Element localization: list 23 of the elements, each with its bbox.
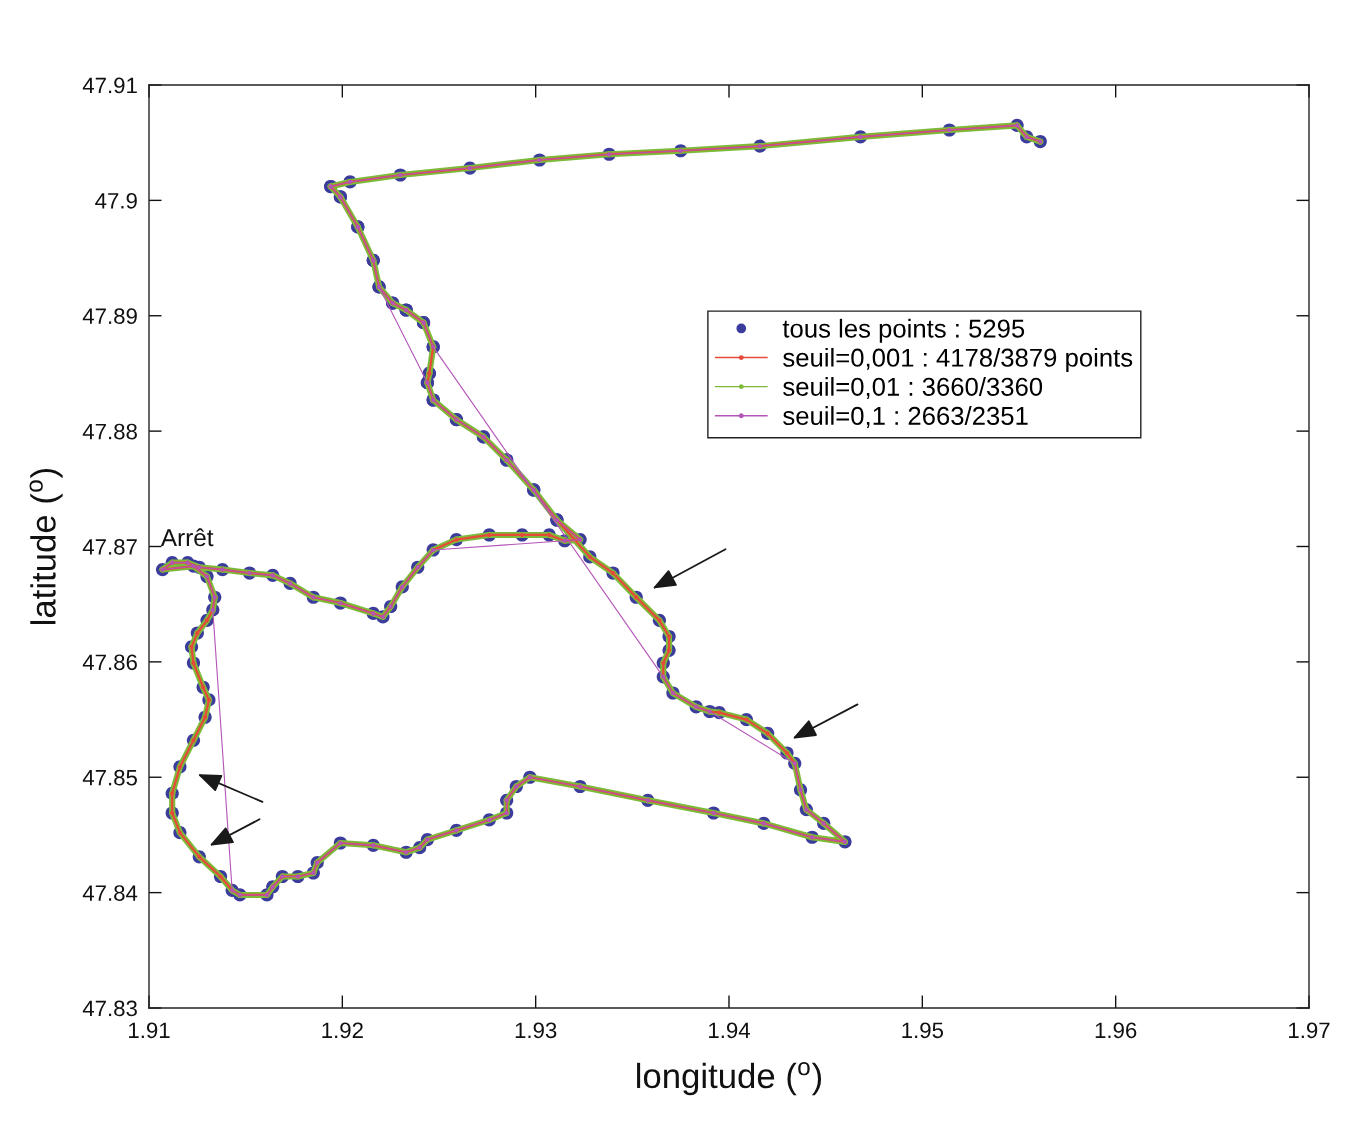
y-tick-label: 47.85 bbox=[82, 769, 137, 786]
y-tick-label: 47.9 bbox=[95, 192, 137, 209]
y-tick-label: 47.86 bbox=[82, 654, 137, 671]
x-tick-label: 1.97 bbox=[1289, 1022, 1330, 1039]
y-tick-label: 47.83 bbox=[82, 1000, 137, 1017]
x-tick-label: 1.91 bbox=[129, 1022, 170, 1039]
x-tick-label: 1.95 bbox=[902, 1022, 944, 1039]
x-tick-label: 1.94 bbox=[709, 1022, 750, 1039]
legend-label: seuil=0,1 : 2663/2351 bbox=[783, 406, 1028, 429]
x-axis-title: longitude ($^{o}$) bbox=[637, 1062, 822, 1096]
x-tick-label: 1.93 bbox=[515, 1022, 557, 1039]
annotation: Arrêt bbox=[160, 528, 214, 547]
x-tick-label: 1.92 bbox=[322, 1022, 363, 1039]
legend-label: seuil=0,01 : 3660/3360 bbox=[783, 377, 1043, 399]
y-tick-label: 47.87 bbox=[82, 539, 137, 555]
y-axis-title: latitude ($^{o}$) bbox=[29, 469, 63, 625]
y-tick-label: 47.89 bbox=[82, 308, 137, 325]
y-tick-label: 47.88 bbox=[82, 423, 137, 440]
legend-label: tous les points : 5295 bbox=[782, 318, 1025, 343]
y-tick-label: 47.84 bbox=[82, 885, 138, 901]
y-tick-label: 47.91 bbox=[82, 77, 137, 94]
x-tick-label: 1.96 bbox=[1095, 1022, 1137, 1039]
legend-label: seuil=0,001 : 4178/3879 points bbox=[783, 347, 1133, 372]
